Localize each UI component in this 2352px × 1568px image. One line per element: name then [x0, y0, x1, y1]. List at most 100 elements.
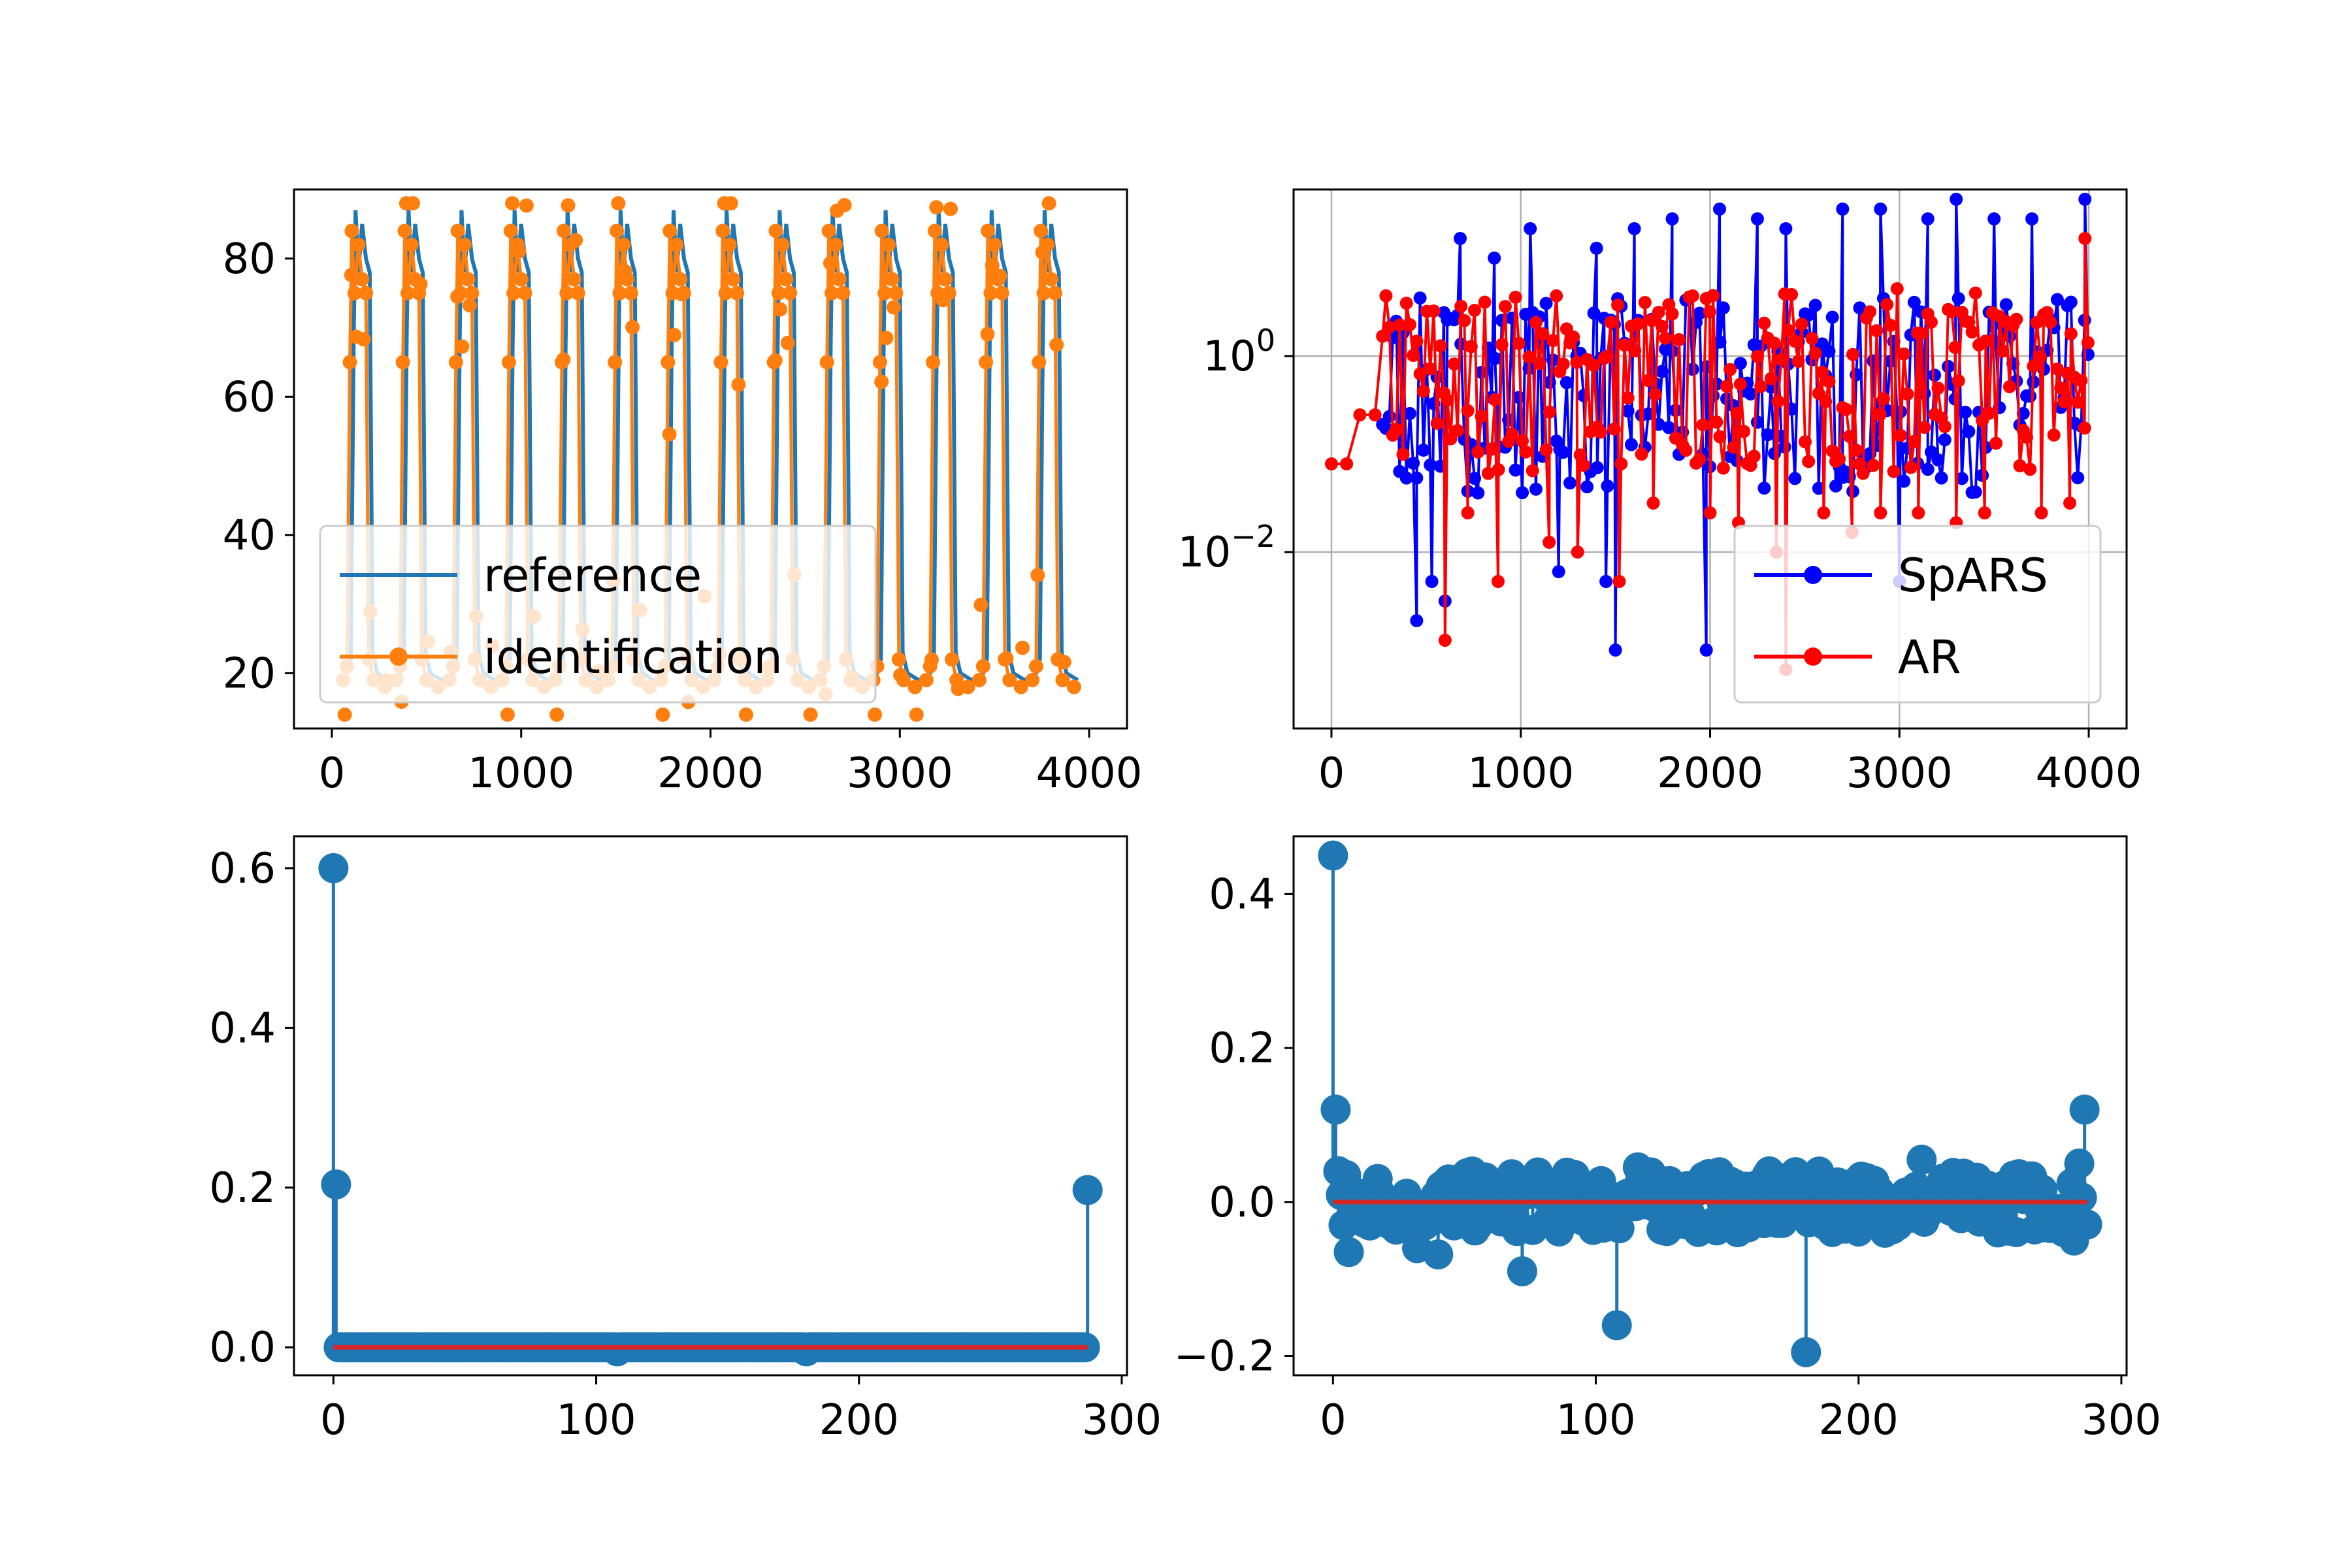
y-tick-label: 0.2	[209, 1164, 276, 1213]
data-point	[1495, 338, 1509, 351]
y-tick-label: 0.0	[209, 1324, 276, 1372]
data-point	[556, 223, 571, 238]
data-point	[1693, 453, 1707, 466]
data-point	[779, 272, 794, 287]
subplot-bottom-right: 0 100 200 300 −0.2 0.0 0.2 0.4	[1174, 835, 2161, 1445]
data-point	[1454, 299, 1468, 313]
legend-label-reference: reference	[483, 549, 702, 602]
data-point	[1750, 212, 1764, 225]
data-point	[2050, 293, 2064, 306]
data-point	[2020, 431, 2033, 444]
data-point	[2010, 312, 2023, 326]
data-point	[1707, 289, 1720, 302]
data-point	[1989, 436, 2003, 450]
data-point	[1454, 232, 1467, 245]
data-point	[1825, 310, 1839, 324]
data-point	[1788, 335, 1802, 348]
x-tick-label: 0	[320, 1396, 347, 1445]
data-point	[1399, 297, 1413, 310]
data-point	[1055, 672, 1070, 687]
data-point	[608, 355, 623, 370]
data-point	[1041, 196, 1056, 211]
data-point	[1550, 289, 1563, 302]
data-point	[2027, 359, 2040, 373]
stem-marker	[1791, 1337, 1821, 1367]
data-point	[570, 286, 585, 301]
data-point	[994, 286, 1009, 301]
data-point	[1978, 506, 1991, 519]
data-point	[1601, 350, 1614, 363]
data-point	[1662, 421, 1676, 434]
data-point	[1931, 382, 1945, 395]
data-point	[1817, 506, 1831, 519]
data-point	[1524, 222, 1537, 235]
data-point	[1921, 212, 1935, 225]
data-point	[1795, 318, 1808, 331]
data-point	[1788, 472, 1802, 485]
data-point	[1590, 461, 1604, 474]
stem-marker	[1507, 1256, 1537, 1286]
data-point	[1693, 306, 1707, 320]
data-point	[1576, 459, 1590, 472]
data-point	[1382, 320, 1396, 334]
data-point	[2078, 193, 2092, 206]
data-point	[1609, 644, 1622, 657]
subplot-top-left: 0 1000 2000 3000 4000 20 40 60 80 reference identi…	[223, 188, 1143, 798]
data-point	[1894, 429, 1908, 442]
stem-marker	[2064, 1148, 2095, 1179]
data-point	[1416, 384, 1430, 398]
data-point	[1846, 348, 1859, 361]
data-point	[1516, 486, 1529, 500]
data-point	[1539, 297, 1553, 310]
data-point	[868, 707, 883, 722]
x-tick-label: 4000	[1036, 749, 1143, 798]
data-point	[1938, 433, 1952, 447]
y-tick-base: 10	[1178, 529, 1231, 577]
data-point	[1570, 355, 1584, 369]
data-point	[2034, 506, 2048, 519]
data-point	[1822, 344, 1836, 358]
data-point	[1505, 427, 1519, 441]
data-point	[1044, 272, 1059, 287]
stem-markers	[1318, 840, 2102, 1367]
data-point	[1512, 336, 1526, 350]
data-point	[1594, 425, 1608, 439]
data-point	[1447, 357, 1461, 371]
data-point	[669, 237, 684, 252]
data-point	[1712, 203, 1726, 216]
data-point	[828, 237, 843, 252]
data-point	[461, 272, 476, 287]
data-point	[1461, 404, 1475, 417]
data-point	[832, 272, 847, 287]
data-point	[1607, 422, 1621, 436]
data-point	[1034, 223, 1049, 238]
data-point	[1850, 444, 1863, 457]
data-point	[1587, 359, 1601, 372]
data-point	[1948, 340, 1962, 354]
data-point	[1601, 479, 1614, 493]
data-point	[1461, 506, 1475, 519]
data-point	[731, 377, 746, 392]
data-point	[1543, 376, 1556, 389]
data-point	[1897, 474, 1911, 488]
data-point	[1560, 376, 1573, 389]
plot-area	[1324, 193, 2095, 676]
data-point	[1935, 471, 1948, 485]
data-point	[2071, 471, 2085, 485]
data-point	[1703, 506, 1717, 519]
data-point	[1509, 463, 1522, 477]
data-point	[780, 335, 795, 350]
data-point	[824, 286, 839, 301]
data-point	[661, 355, 676, 370]
x-tick-label: 100	[556, 1396, 636, 1445]
data-point	[1556, 446, 1570, 459]
x-tick-label: 300	[1082, 1396, 1162, 1445]
data-point	[1491, 575, 1505, 588]
data-point	[2074, 374, 2088, 387]
data-point	[1475, 410, 1488, 423]
data-point	[837, 198, 852, 213]
data-point	[1968, 286, 1982, 300]
data-point	[1621, 404, 1635, 418]
data-point	[1959, 405, 1972, 419]
data-point	[2081, 348, 2095, 361]
